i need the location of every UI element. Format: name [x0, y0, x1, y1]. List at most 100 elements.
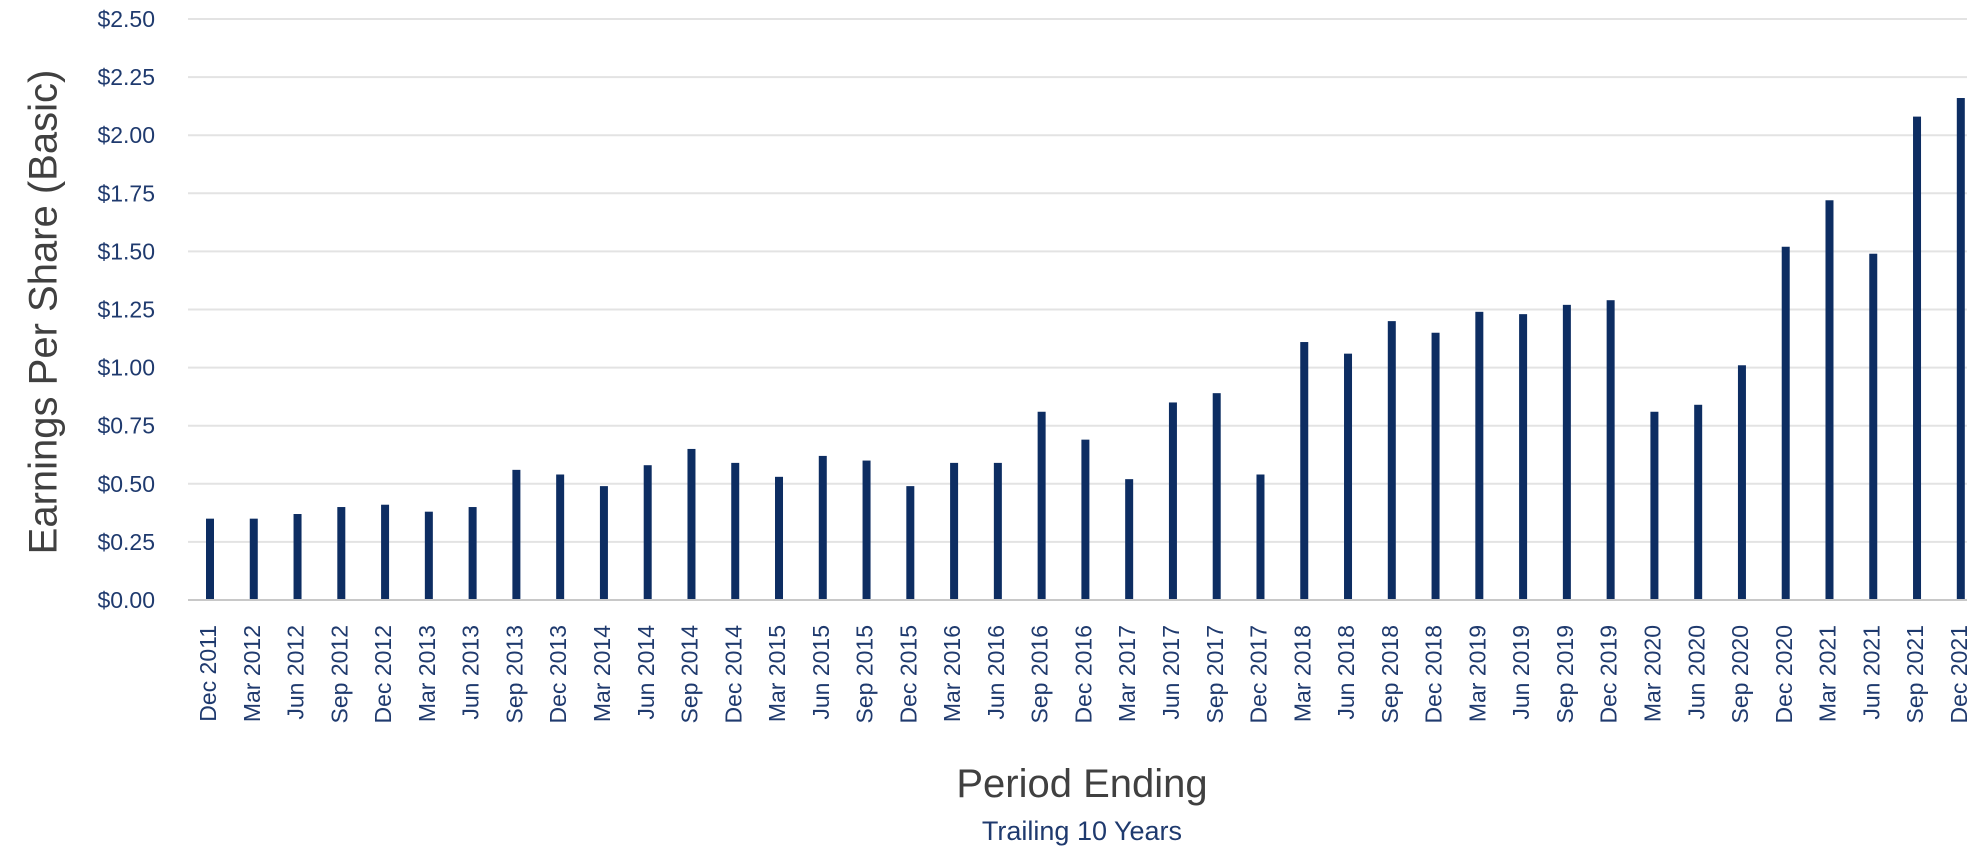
y-tick-label: $1.75: [97, 180, 155, 206]
x-tick-label: Mar 2019: [1464, 625, 1490, 722]
bar: [687, 448, 696, 600]
bar: [1125, 479, 1134, 600]
bar: [1344, 353, 1353, 600]
x-tick-label: Sep 2021: [1902, 625, 1928, 723]
x-tick-label: Jun 2014: [633, 625, 659, 720]
gridlines: [188, 18, 1967, 543]
x-tick-label: Dec 2017: [1246, 625, 1272, 723]
bar: [468, 507, 477, 600]
bar: [1650, 411, 1659, 600]
x-tick-label: Dec 2016: [1070, 625, 1096, 723]
x-tick-label: Mar 2016: [939, 625, 965, 722]
bar: [950, 462, 959, 600]
bar: [775, 476, 784, 600]
bar: [1825, 200, 1834, 600]
x-tick-label: Dec 2019: [1596, 625, 1622, 723]
bar: [1475, 311, 1484, 600]
bar: [512, 469, 521, 600]
x-tick-label: Dec 2015: [895, 625, 921, 723]
y-tick-label: $1.50: [97, 238, 155, 264]
x-tick-label: Jun 2020: [1683, 625, 1709, 720]
bar: [293, 514, 302, 600]
y-tick-label: $0.50: [97, 471, 155, 497]
bars: [206, 98, 1965, 601]
x-tick-label: Jun 2021: [1858, 625, 1884, 720]
bar: [1869, 253, 1878, 600]
y-tick-label: $0.00: [97, 587, 155, 613]
bar: [1081, 439, 1090, 600]
x-tick-label: Jun 2017: [1158, 625, 1184, 720]
bar: [1300, 342, 1309, 600]
y-axis-label: Earnings Per Share (Basic): [22, 70, 66, 555]
x-tick-label: Dec 2013: [545, 625, 571, 723]
x-tick-label: Mar 2020: [1639, 625, 1665, 722]
bar: [1956, 98, 1965, 601]
bar: [381, 504, 390, 600]
x-tick-label: Sep 2016: [1027, 625, 1053, 723]
x-tick-label: Dec 2014: [720, 625, 746, 724]
bar: [1212, 393, 1221, 600]
y-tick-label: $2.25: [97, 64, 155, 90]
y-axis-ticks: $0.00 $0.25 $0.50 $0.75 $1.00 $1.25 $1.50 $1.75…: [97, 6, 155, 613]
x-tick-label: Sep 2013: [501, 625, 527, 723]
bar: [1606, 300, 1615, 600]
x-axis-ticks: Dec 2011 Mar 2012 Jun 2012 Sep 2012 Dec 2012…: [195, 625, 1967, 724]
x-tick-label: Mar 2013: [414, 625, 440, 722]
x-tick-label: Mar 2021: [1815, 625, 1841, 722]
chart-subtitle: Trailing 10 Years: [982, 816, 1182, 846]
x-tick-label: Jun 2015: [808, 625, 834, 720]
bar: [1519, 314, 1528, 600]
x-tick-label: Sep 2012: [326, 625, 352, 723]
x-tick-label: Jun 2018: [1333, 625, 1359, 720]
bar: [1737, 365, 1746, 600]
x-tick-label: Dec 2011: [195, 625, 221, 722]
bar: [337, 507, 346, 600]
y-tick-label: $1.00: [97, 355, 155, 381]
x-tick-label: Sep 2019: [1552, 625, 1578, 723]
x-tick-label: Sep 2014: [677, 625, 703, 724]
bar: [424, 511, 433, 600]
x-tick-label: Mar 2012: [239, 625, 265, 722]
bar: [1694, 404, 1703, 600]
x-tick-label: Jun 2013: [458, 625, 484, 720]
bar: [1913, 116, 1922, 600]
x-tick-label: Jun 2019: [1508, 625, 1534, 720]
bar: [1781, 246, 1790, 600]
bar: [556, 474, 565, 600]
bar: [731, 462, 740, 600]
x-axis-label: Period Ending: [956, 762, 1207, 806]
bar: [862, 460, 871, 600]
bar: [643, 465, 652, 600]
x-tick-label: Jun 2012: [283, 625, 309, 720]
bar: [906, 486, 915, 600]
x-tick-label: Sep 2018: [1377, 625, 1403, 723]
x-tick-label: Dec 2021: [1946, 625, 1967, 723]
y-tick-label: $2.50: [97, 6, 155, 32]
bar: [1256, 474, 1265, 600]
bar: [1168, 402, 1177, 600]
x-tick-label: Sep 2020: [1727, 625, 1753, 723]
bar: [1562, 304, 1571, 600]
y-tick-label: $0.75: [97, 413, 155, 439]
x-tick-label: Mar 2018: [1289, 625, 1315, 722]
bar: [206, 518, 214, 600]
x-tick-label: Mar 2014: [589, 625, 615, 722]
bar: [993, 462, 1002, 600]
bar: [1037, 411, 1046, 600]
bar: [818, 455, 827, 600]
bar: [599, 486, 608, 600]
x-tick-label: Mar 2017: [1114, 625, 1140, 722]
x-tick-label: Dec 2012: [370, 625, 396, 723]
y-tick-label: $1.25: [97, 297, 155, 323]
y-tick-label: $0.25: [97, 529, 155, 555]
x-tick-label: Dec 2020: [1771, 625, 1797, 723]
x-tick-label: Sep 2015: [852, 625, 878, 723]
bar: [1387, 321, 1396, 600]
x-tick-label: Mar 2015: [764, 625, 790, 722]
x-tick-label: Dec 2018: [1421, 625, 1447, 723]
bar: [249, 518, 258, 600]
x-tick-label: Jun 2016: [983, 625, 1009, 720]
y-tick-label: $2.00: [97, 122, 155, 148]
bar: [1431, 332, 1440, 600]
